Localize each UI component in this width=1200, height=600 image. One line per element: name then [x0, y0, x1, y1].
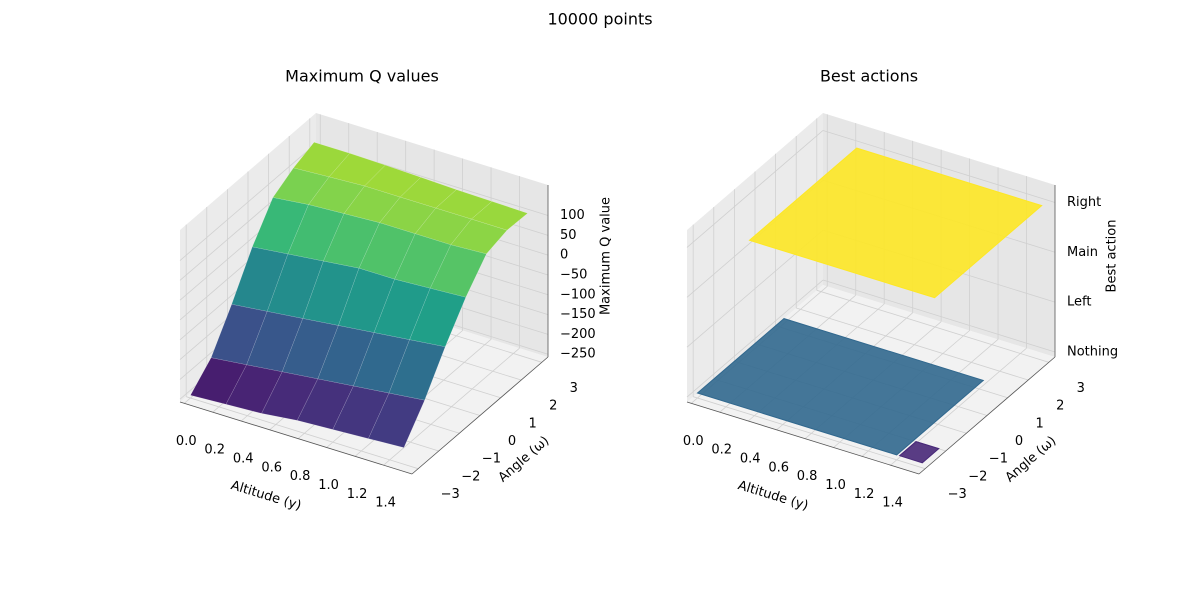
y-tick-label: −1 [989, 452, 1008, 467]
axes-3d: Best actions 0.0 0.2 0.4 0.6 0.8 1.0 1.2 1.4 −3−2… [683, 67, 1120, 514]
x-tick-label: 1.4 [882, 496, 903, 511]
x-tick-label: 1.4 [375, 496, 396, 511]
surface-patch [368, 392, 425, 448]
x-tick-label: 0.2 [711, 443, 732, 458]
y-tick-label: 2 [1056, 399, 1064, 414]
y-tick-label: 0 [508, 434, 516, 449]
action-plane [748, 147, 1043, 299]
grid-line [796, 307, 1029, 381]
y-axis-label: Angle (ω) [1003, 433, 1060, 485]
z-tick-label: −100 [560, 287, 596, 302]
z-tick-label: Nothing [1067, 345, 1118, 360]
x-tick-label: 0.2 [204, 443, 225, 458]
y-tick-label: −2 [461, 469, 480, 484]
x-tick-label: 0.0 [176, 434, 197, 449]
z-tick-label: 0 [560, 248, 568, 263]
action-plane [898, 441, 940, 464]
axes-3d: Maximum Q values 0.0 0.2 0.4 0.6 0.8 1.0 1.2 1.4… [176, 67, 614, 514]
axis-line [179, 401, 413, 475]
y-tick-label: 0 [1015, 434, 1023, 449]
z-tick-label: −200 [560, 327, 596, 342]
z-axis-label: Best action [1105, 220, 1120, 293]
grid-line [186, 396, 419, 470]
z-tick-label: −50 [560, 267, 587, 282]
axis-line [918, 356, 1056, 475]
axis-line [411, 356, 549, 475]
subplot-title: Maximum Q values [285, 67, 439, 86]
x-tick-label: 0.4 [233, 451, 254, 466]
y-tick-label: −3 [948, 487, 967, 502]
x-tick-label: 1.0 [318, 478, 339, 493]
z-tick-label: 50 [560, 228, 577, 243]
z-axis-label: Maximum Q value [599, 197, 614, 315]
y-tick-label: 1 [528, 416, 536, 431]
figure-title: 10000 points [547, 10, 652, 29]
z-tick-label: −150 [560, 307, 596, 322]
grid-line [822, 279, 1056, 353]
subplot-title: Best actions [820, 67, 918, 86]
y-tick-label: 1 [1035, 416, 1043, 431]
x-tick-label: 0.8 [290, 469, 311, 484]
x-tick-label: 0.6 [261, 460, 282, 475]
grid-line [822, 130, 1056, 203]
grid-line [816, 289, 1049, 363]
grid-line [179, 143, 317, 261]
z-tick-label: Right [1067, 195, 1101, 210]
surface-patch [409, 288, 467, 348]
action-plane [696, 318, 985, 456]
x-tick-label: 0.4 [740, 451, 761, 466]
y-tick-label: −1 [482, 452, 501, 467]
axis-line [686, 401, 920, 475]
x-tick-label: 1.2 [854, 487, 875, 502]
x-tick-label: 0.8 [797, 469, 818, 484]
x-tick-label: 0.6 [768, 460, 789, 475]
grid-line [686, 130, 824, 248]
y-tick-label: 3 [1077, 381, 1085, 396]
y-tick-label: 2 [549, 399, 557, 414]
z-tick-label: Left [1067, 295, 1091, 310]
x-tick-label: 1.0 [825, 478, 846, 493]
z-tick-label: Main [1067, 245, 1098, 260]
grid-line [693, 396, 926, 470]
z-tick-label: −250 [560, 347, 596, 362]
y-tick-label: −3 [441, 487, 460, 502]
grid-line [686, 279, 824, 398]
y-axis-label: Angle (ω) [496, 433, 553, 485]
x-tick-label: 1.2 [347, 487, 368, 502]
y-tick-label: 3 [570, 381, 578, 396]
y-tick-label: −2 [968, 469, 987, 484]
x-tick-label: 0.0 [683, 434, 704, 449]
z-tick-label: 100 [560, 208, 585, 223]
